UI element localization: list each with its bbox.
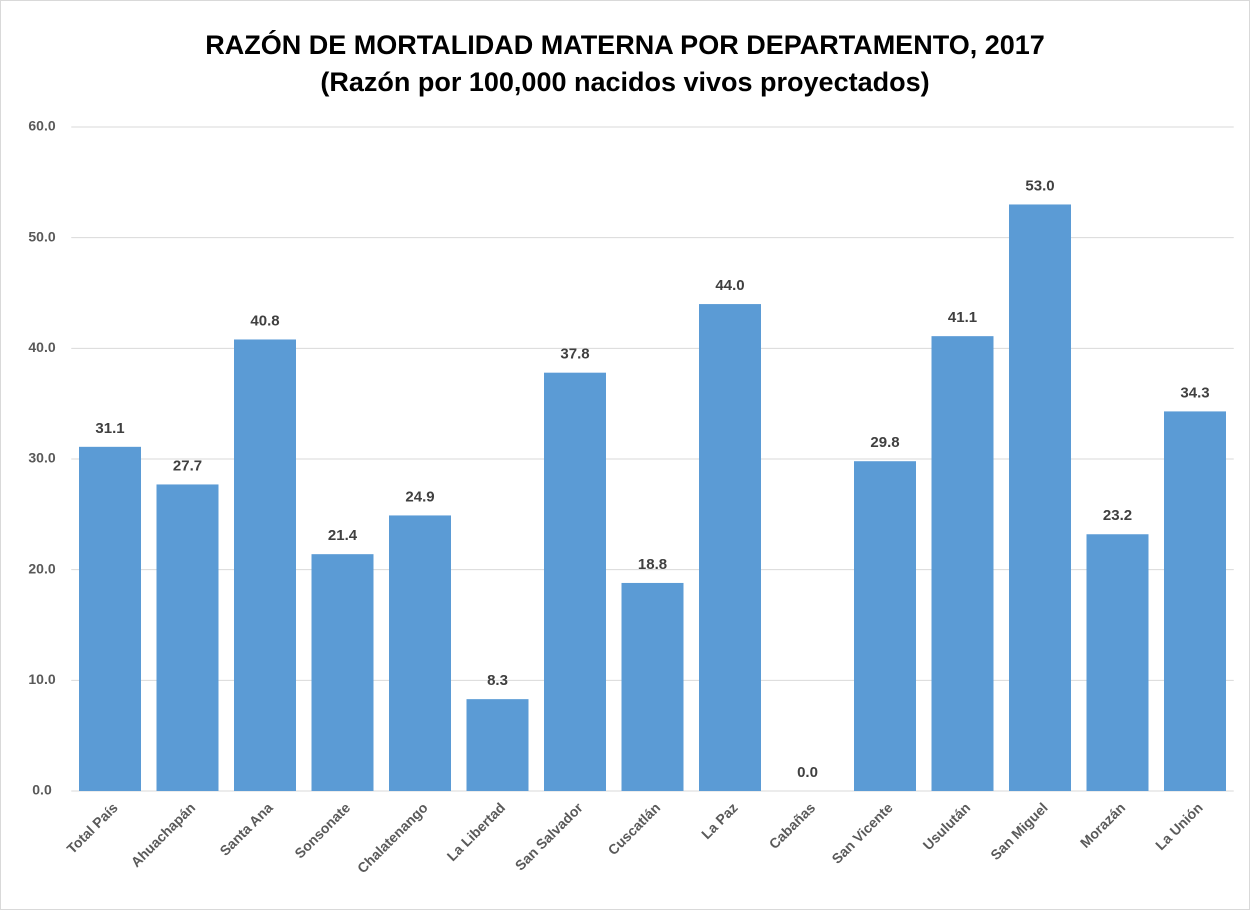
y-tick-label: 40.0	[28, 339, 55, 355]
bar	[1164, 411, 1226, 791]
chart-title: RAZÓN DE MORTALIDAD MATERNA POR DEPARTAM…	[205, 29, 1045, 60]
value-label: 44.0	[715, 277, 744, 294]
value-label: 41.1	[948, 309, 977, 326]
bar	[466, 699, 529, 791]
y-tick-label: 30.0	[28, 450, 55, 466]
bar	[389, 515, 451, 791]
value-label: 53.0	[1025, 177, 1054, 194]
bar	[699, 304, 761, 791]
y-tick-label: 0.0	[32, 782, 52, 798]
value-label: 37.8	[560, 346, 589, 363]
value-label: 40.8	[250, 312, 279, 329]
bar	[79, 446, 141, 791]
value-label: 18.8	[638, 556, 667, 573]
y-tick-label: 60.0	[28, 118, 55, 134]
value-label: 34.3	[1180, 384, 1209, 401]
bar	[1086, 534, 1149, 791]
value-label: 31.1	[95, 420, 124, 437]
value-label: 27.7	[173, 457, 202, 474]
bar	[931, 336, 994, 791]
value-label: 8.3	[487, 672, 508, 689]
y-tick-label: 50.0	[28, 228, 55, 244]
bar	[621, 582, 684, 791]
bar	[544, 372, 606, 791]
bar	[156, 484, 219, 791]
bar	[234, 339, 296, 791]
value-label: 0.0	[797, 764, 818, 781]
value-label: 21.4	[328, 527, 358, 544]
value-label: 29.8	[870, 434, 899, 451]
value-label: 24.9	[405, 488, 434, 505]
value-label: 23.2	[1103, 507, 1132, 524]
bar	[311, 554, 374, 791]
bar	[1009, 204, 1071, 791]
y-tick-label: 20.0	[28, 560, 55, 576]
bar	[854, 461, 916, 791]
chart-subtitle: (Razón por 100,000 nacidos vivos proyect…	[320, 67, 929, 97]
y-tick-label: 10.0	[28, 671, 55, 687]
